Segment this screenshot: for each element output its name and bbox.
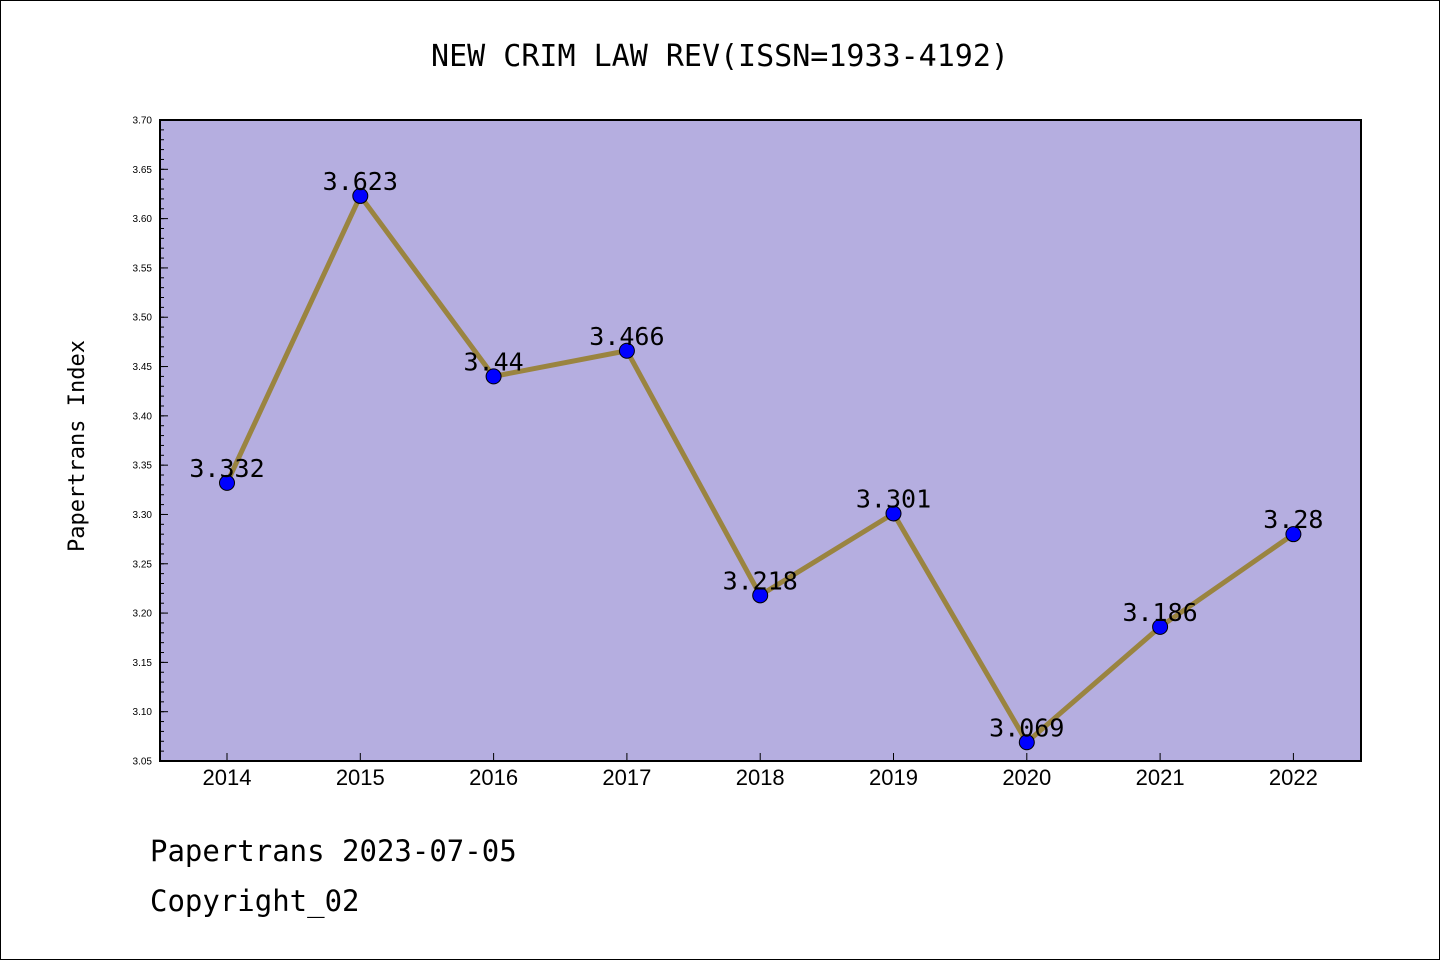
y-tick-label: 3.70 <box>133 116 153 127</box>
data-point <box>1285 526 1302 543</box>
x-tick-label: 2021 <box>1136 765 1185 790</box>
y-tick-label: 3.45 <box>133 362 153 373</box>
footer-date: Papertrans 2023-07-05 <box>150 834 517 868</box>
data-point <box>885 505 902 522</box>
x-tick-label: 2016 <box>469 765 518 790</box>
data-label: 3.28 <box>1263 505 1323 534</box>
data-label: 3.44 <box>463 347 523 376</box>
x-tick-label: 2014 <box>203 765 252 790</box>
y-tick-label: 3.50 <box>133 313 153 324</box>
footer-copyright: Copyright_02 <box>150 884 360 918</box>
data-point <box>618 342 635 359</box>
x-tick-label: 2020 <box>1002 765 1051 790</box>
y-tick-label: 3.60 <box>133 214 153 225</box>
chart-title: NEW CRIM LAW REV(ISSN=1933-4192) <box>431 39 1009 74</box>
series-group <box>219 187 1302 751</box>
data-point <box>219 474 235 491</box>
y-tick-label: 3.20 <box>133 609 153 620</box>
y-tick-label: 3.65 <box>133 165 153 176</box>
y-tick-label: 3.15 <box>133 658 153 669</box>
x-tick-label: 2015 <box>336 765 385 790</box>
data-point <box>1152 618 1169 635</box>
y-tick-label: 3.25 <box>133 559 153 570</box>
data-label: 3.069 <box>989 713 1064 742</box>
data-label: 3.466 <box>589 322 664 351</box>
data-label: 3.332 <box>189 454 264 483</box>
x-axis: 2014 2015 2016 2017 2018 2019 2020 2021 2022 <box>203 753 1318 790</box>
y-axis: 3.05 3.10 3.15 3.20 3.25 3.30 3.35 3.40 3.45 3.50… <box>133 116 168 768</box>
data-label: 3.186 <box>1122 598 1197 627</box>
x-tick-label: 2019 <box>869 765 918 790</box>
data-point <box>752 587 769 604</box>
y-tick-label: 3.05 <box>133 757 153 768</box>
data-label: 3.623 <box>323 167 398 196</box>
data-labels-group: 3.332 3.623 3.44 3.466 3.218 3.301 3.069 3.186 3… <box>189 167 1323 742</box>
x-tick-label: 2022 <box>1269 765 1318 790</box>
x-tick-label: 2018 <box>736 765 785 790</box>
plot-area <box>159 119 1362 762</box>
y-tick-label: 3.30 <box>133 510 153 521</box>
y-tick-label: 3.55 <box>133 263 153 274</box>
data-point <box>1018 734 1035 751</box>
data-label: 3.218 <box>723 566 798 595</box>
x-tick-label: 2017 <box>602 765 651 790</box>
data-label: 3.301 <box>856 484 931 513</box>
y-axis-label: Papertrans Index <box>65 340 90 552</box>
data-point <box>352 187 369 204</box>
y-tick-label: 3.35 <box>133 461 153 472</box>
y-tick-label: 3.40 <box>133 411 153 422</box>
data-point <box>485 368 502 385</box>
y-tick-label: 3.10 <box>133 707 153 718</box>
